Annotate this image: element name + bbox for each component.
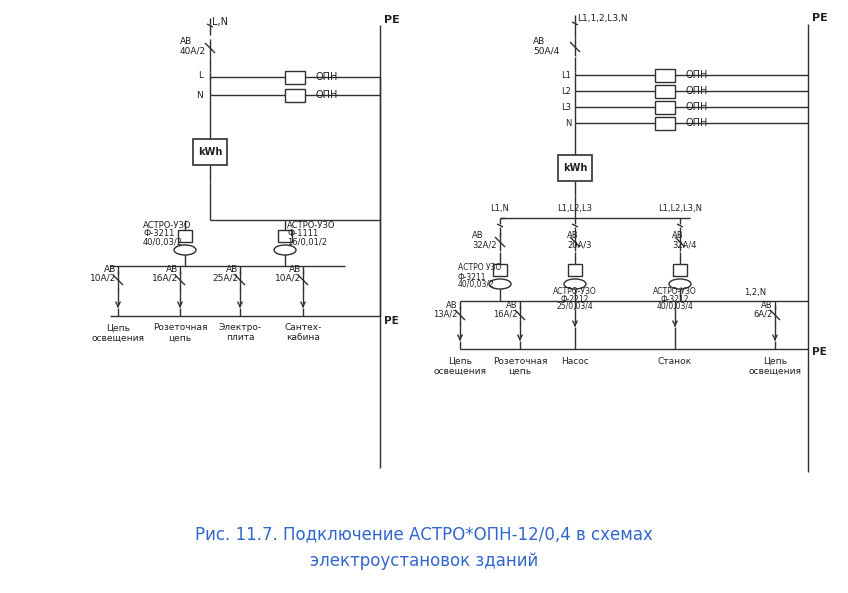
Ellipse shape	[174, 245, 196, 255]
Text: PE: PE	[384, 15, 399, 25]
Text: 13А/2: 13А/2	[433, 310, 458, 318]
Ellipse shape	[274, 245, 296, 255]
Text: ОПН: ОПН	[685, 102, 707, 112]
Bar	[655, 69, 675, 81]
Text: АВ: АВ	[180, 37, 192, 46]
Text: 10А/2: 10А/2	[90, 273, 116, 282]
Text: L: L	[198, 71, 203, 79]
Text: Ф-3211: Ф-3211	[143, 229, 175, 238]
Bar	[193, 139, 227, 165]
Bar	[493, 264, 507, 276]
Ellipse shape	[669, 279, 691, 289]
Text: Ф-3212: Ф-3212	[661, 295, 689, 304]
Text: kWh: kWh	[198, 147, 222, 157]
Text: Сантех-: Сантех-	[284, 324, 321, 333]
Text: Цепь: Цепь	[763, 356, 787, 365]
Text: Станок: Станок	[658, 356, 692, 365]
Text: Электро-: Электро-	[219, 324, 261, 333]
Text: АСТРО-УЗО: АСТРО-УЗО	[287, 221, 336, 229]
Bar	[673, 264, 687, 276]
Text: АВ: АВ	[165, 264, 178, 273]
Text: освещения: освещения	[749, 366, 801, 375]
Text: PE: PE	[812, 347, 827, 357]
Bar	[568, 264, 582, 276]
Text: 16А/2: 16А/2	[152, 273, 178, 282]
Bar	[558, 155, 592, 181]
Text: АВ: АВ	[289, 264, 301, 273]
Text: цепь: цепь	[169, 333, 192, 343]
Text: L1,L2,L3: L1,L2,L3	[557, 203, 593, 212]
Text: 10А/2: 10А/2	[275, 273, 301, 282]
Text: 6А/2: 6А/2	[754, 310, 773, 318]
Bar	[178, 230, 192, 242]
Text: АСТРО-УЗО: АСТРО-УЗО	[553, 286, 597, 295]
Text: АВ: АВ	[226, 264, 238, 273]
Ellipse shape	[564, 279, 586, 289]
Text: L,N: L,N	[212, 17, 228, 27]
Text: PE: PE	[384, 316, 399, 326]
Text: Цепь: Цепь	[106, 324, 130, 333]
Text: АВ: АВ	[103, 264, 116, 273]
Text: 1,2,N: 1,2,N	[744, 289, 766, 298]
Text: Розеточная: Розеточная	[493, 356, 547, 365]
Text: АВ: АВ	[446, 301, 458, 310]
Text: ОПН: ОПН	[685, 86, 707, 96]
Bar	[655, 84, 675, 97]
Text: ОПН: ОПН	[315, 72, 338, 82]
Text: Рис. 11.7. Подключение АСТРО*ОПН-12/0,4 в схемах
электроустановок зданий: Рис. 11.7. Подключение АСТРО*ОПН-12/0,4 …	[195, 526, 653, 570]
Text: 32А/4: 32А/4	[672, 241, 696, 250]
Bar	[285, 71, 305, 84]
Text: L3: L3	[561, 103, 571, 111]
Text: 16/0,01/2: 16/0,01/2	[287, 238, 327, 247]
Text: АВ: АВ	[506, 301, 518, 310]
Text: PE: PE	[812, 13, 828, 23]
Text: Ф-1111: Ф-1111	[287, 229, 318, 238]
Text: N: N	[196, 91, 203, 100]
Text: kWh: kWh	[563, 163, 587, 173]
Text: ОПН: ОПН	[685, 70, 707, 80]
Text: 40/0,03/2: 40/0,03/2	[143, 238, 183, 247]
Text: 40/0,03/2: 40/0,03/2	[458, 280, 494, 289]
Text: АСТРО-УЗО: АСТРО-УЗО	[653, 286, 697, 295]
Text: 25/0,03/4: 25/0,03/4	[556, 302, 594, 311]
Text: Ф-3211: Ф-3211	[458, 273, 487, 282]
Text: Цепь: Цепь	[448, 356, 472, 365]
Text: N: N	[565, 119, 571, 127]
Text: АВ: АВ	[762, 301, 773, 310]
Text: 40А/2: 40А/2	[180, 46, 206, 56]
Ellipse shape	[489, 279, 511, 289]
Text: 32А/2: 32А/2	[472, 241, 496, 250]
Text: 50А/4: 50А/4	[533, 46, 559, 56]
Bar	[655, 100, 675, 113]
Bar	[285, 88, 305, 101]
Text: 25А/2: 25А/2	[212, 273, 238, 282]
Bar	[655, 116, 675, 129]
Text: 20А/3: 20А/3	[567, 241, 592, 250]
Text: L1,1,2,L3,N: L1,1,2,L3,N	[577, 14, 628, 23]
Text: 40/0,03/4: 40/0,03/4	[656, 302, 694, 311]
Text: АВ: АВ	[472, 231, 483, 241]
Text: АСТРО УЗО: АСТРО УЗО	[458, 263, 501, 273]
Text: Розеточная: Розеточная	[153, 324, 207, 333]
Text: кабина: кабина	[286, 333, 320, 343]
Text: АВ: АВ	[533, 37, 545, 46]
Text: освещения: освещения	[92, 333, 144, 343]
Text: цепь: цепь	[509, 366, 532, 375]
Text: Ф-2212: Ф-2212	[561, 295, 589, 304]
Text: L1: L1	[561, 71, 571, 79]
Text: АСТРО-УЗО: АСТРО-УЗО	[143, 221, 192, 229]
Text: L2: L2	[561, 87, 571, 95]
Text: L1,L2,L3,N: L1,L2,L3,N	[658, 203, 702, 212]
Text: освещения: освещения	[433, 366, 487, 375]
Text: Насос: Насос	[561, 356, 589, 365]
Text: 16А/2: 16А/2	[494, 310, 518, 318]
Text: АВ: АВ	[672, 231, 683, 241]
Text: L1,N: L1,N	[490, 203, 510, 212]
Bar	[278, 230, 292, 242]
Text: ОПН: ОПН	[315, 90, 338, 100]
Text: ОПН: ОПН	[685, 118, 707, 128]
Text: плита: плита	[226, 333, 254, 343]
Text: АВ: АВ	[567, 231, 578, 241]
